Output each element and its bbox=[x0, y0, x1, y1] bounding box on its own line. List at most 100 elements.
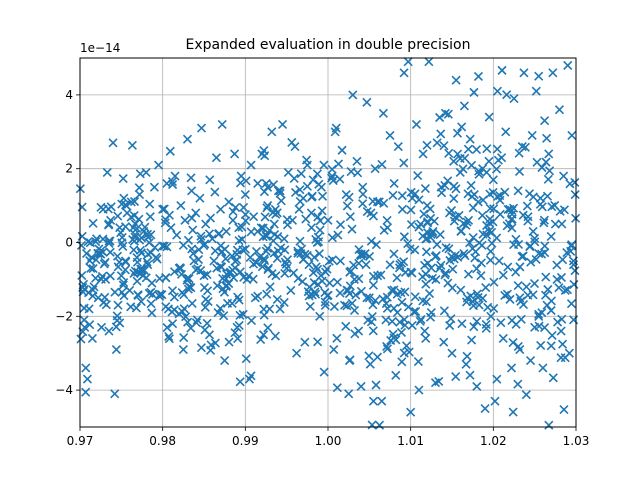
data-point-x-marker bbox=[425, 312, 436, 322]
data-point-x-marker bbox=[237, 222, 247, 232]
data-point-x-marker bbox=[165, 146, 175, 156]
data-point-x-marker bbox=[359, 250, 369, 260]
data-point-x-marker bbox=[432, 138, 442, 148]
data-point-x-marker bbox=[233, 334, 243, 344]
data-point-x-marker bbox=[431, 250, 441, 261]
data-point-x-marker bbox=[413, 356, 423, 367]
data-point-x-marker bbox=[387, 316, 397, 327]
data-point-x-marker bbox=[127, 140, 137, 150]
data-point-x-marker bbox=[538, 363, 548, 373]
data-point-x-marker bbox=[196, 234, 206, 244]
data-point-x-marker bbox=[195, 193, 205, 203]
data-point-x-marker bbox=[372, 197, 382, 207]
data-point-x-marker bbox=[454, 210, 464, 220]
data-point-x-marker bbox=[449, 194, 459, 204]
data-point-x-marker bbox=[370, 164, 380, 174]
data-point-x-marker bbox=[481, 282, 491, 293]
data-point-x-marker bbox=[170, 171, 180, 181]
data-point-x-marker bbox=[546, 341, 556, 351]
data-point-x-marker bbox=[207, 234, 217, 244]
data-point-x-marker bbox=[399, 348, 409, 358]
data-point-x-marker bbox=[456, 285, 466, 295]
data-point-x-marker bbox=[485, 203, 495, 214]
data-point-x-marker bbox=[262, 289, 272, 299]
data-point-x-marker bbox=[494, 256, 504, 266]
data-point-x-marker bbox=[96, 202, 106, 212]
data-point-x-marker bbox=[77, 202, 87, 212]
data-point-x-marker bbox=[496, 318, 506, 328]
data-point-x-marker bbox=[498, 333, 508, 344]
data-point-x-marker bbox=[219, 287, 229, 297]
x-tick-label: 1.03 bbox=[563, 434, 590, 448]
data-point-x-marker bbox=[238, 202, 249, 212]
data-point-x-marker bbox=[478, 229, 488, 239]
data-point-x-marker bbox=[534, 309, 544, 319]
data-point-x-marker bbox=[484, 112, 494, 122]
data-point-x-marker bbox=[543, 284, 553, 295]
data-point-x-marker bbox=[205, 213, 216, 223]
data-point-x-marker bbox=[315, 311, 325, 321]
data-point-x-marker bbox=[456, 226, 466, 236]
data-point-x-marker bbox=[335, 256, 345, 266]
data-point-x-marker bbox=[183, 317, 193, 327]
data-point-x-marker bbox=[280, 245, 290, 255]
data-point-x-marker bbox=[347, 298, 357, 308]
data-point-x-marker bbox=[104, 236, 114, 246]
data-point-x-marker bbox=[140, 222, 150, 232]
data-point-x-marker bbox=[135, 169, 145, 179]
data-point-x-marker bbox=[97, 271, 107, 282]
data-point-x-marker bbox=[104, 326, 114, 336]
data-point-x-marker bbox=[471, 247, 481, 257]
data-point-x-marker bbox=[235, 178, 245, 188]
data-point-x-marker bbox=[368, 211, 379, 221]
data-point-x-marker bbox=[406, 407, 416, 417]
data-point-x-marker bbox=[81, 387, 91, 397]
data-point-x-marker bbox=[354, 258, 364, 268]
data-point-x-marker bbox=[425, 204, 435, 214]
data-point-x-marker bbox=[485, 255, 496, 265]
data-point-x-marker bbox=[487, 238, 497, 248]
data-point-x-marker bbox=[345, 212, 355, 222]
data-point-x-marker bbox=[235, 267, 245, 277]
data-point-x-marker bbox=[521, 390, 531, 400]
data-point-x-marker bbox=[525, 356, 536, 366]
data-point-x-marker bbox=[555, 206, 565, 216]
data-point-x-marker bbox=[88, 263, 98, 274]
data-point-x-marker bbox=[486, 246, 496, 256]
data-point-x-marker bbox=[113, 300, 123, 310]
data-point-x-marker bbox=[117, 287, 127, 297]
data-point-x-marker bbox=[96, 322, 107, 332]
data-point-x-marker bbox=[120, 222, 131, 232]
data-point-x-marker bbox=[562, 285, 573, 295]
data-point-x-marker bbox=[410, 189, 420, 199]
data-point-x-marker bbox=[313, 232, 323, 242]
data-point-x-marker bbox=[358, 189, 368, 199]
data-point-x-marker bbox=[342, 301, 352, 311]
data-point-x-marker bbox=[394, 263, 405, 273]
data-point-x-marker bbox=[449, 156, 459, 166]
data-point-x-marker bbox=[265, 282, 275, 292]
data-point-x-marker bbox=[202, 270, 212, 280]
data-point-x-marker bbox=[121, 201, 131, 211]
data-point-x-marker bbox=[83, 288, 94, 298]
data-point-x-marker bbox=[397, 204, 407, 214]
data-point-x-marker bbox=[518, 210, 528, 220]
data-point-x-marker bbox=[492, 144, 502, 154]
data-point-x-marker bbox=[382, 292, 392, 302]
data-point-x-marker bbox=[489, 204, 499, 214]
y-tick-label: 2 bbox=[65, 162, 73, 176]
data-point-x-marker bbox=[492, 86, 503, 96]
data-point-x-marker bbox=[488, 175, 498, 185]
data-point-x-marker bbox=[498, 270, 508, 280]
data-point-x-marker bbox=[462, 351, 472, 361]
data-point-x-marker bbox=[377, 159, 387, 170]
data-point-x-marker bbox=[301, 155, 312, 165]
data-point-x-marker bbox=[374, 420, 385, 430]
data-point-x-marker bbox=[327, 233, 337, 243]
data-point-x-marker bbox=[457, 122, 467, 132]
data-point-x-marker bbox=[81, 248, 92, 259]
data-point-x-marker bbox=[118, 280, 128, 290]
data-point-x-marker bbox=[289, 173, 299, 183]
data-point-x-marker bbox=[167, 307, 177, 317]
data-point-x-marker bbox=[552, 260, 562, 270]
